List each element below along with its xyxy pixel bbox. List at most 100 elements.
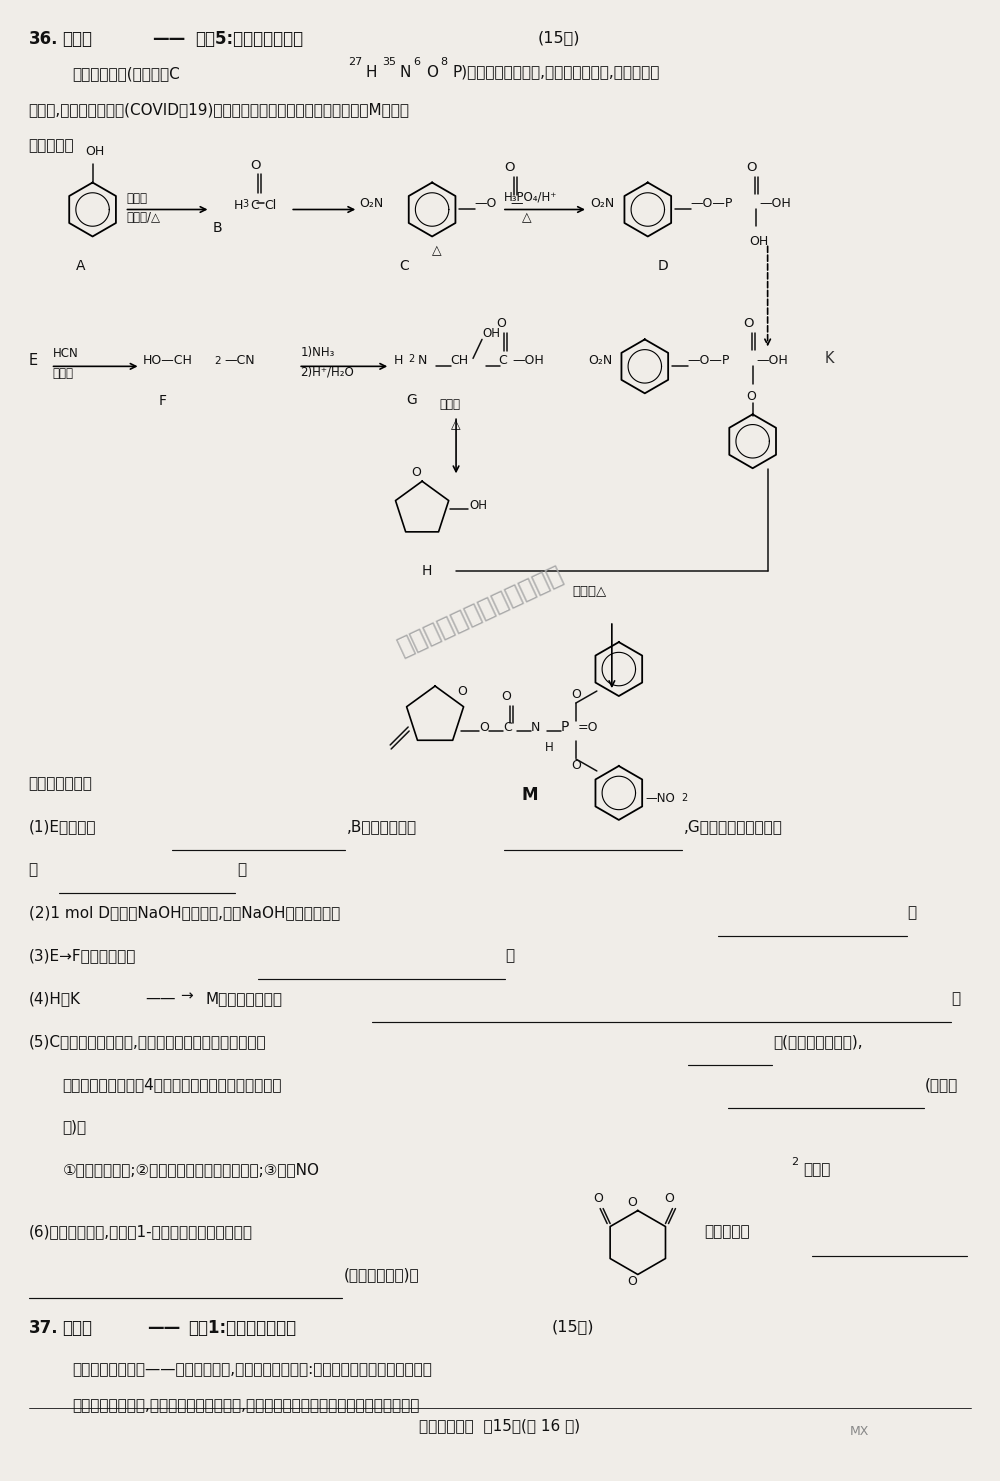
Text: OH: OH <box>482 327 500 339</box>
Text: △: △ <box>432 244 442 258</box>
Text: 37.: 37. <box>29 1320 58 1337</box>
Text: 2: 2 <box>682 792 688 803</box>
Text: D: D <box>657 259 668 274</box>
Text: 【生物: 【生物 <box>63 1320 93 1337</box>
Text: H: H <box>545 740 554 754</box>
Text: 2: 2 <box>408 354 414 364</box>
Text: (15分): (15分) <box>538 30 580 44</box>
Text: O: O <box>496 317 506 330</box>
Text: M: M <box>522 786 538 804</box>
Text: —: — <box>510 197 522 210</box>
Text: 种黏多糖的水解酶,它在生物体内广泛分布,能够液化革兰氏阳性菌细胞壁的不溶性多糖: 种黏多糖的水解酶,它在生物体内广泛分布,能够液化革兰氏阳性菌细胞壁的不溶性多糖 <box>73 1398 420 1413</box>
Text: —O—P: —O—P <box>691 197 733 210</box>
Text: —OH: —OH <box>512 354 544 367</box>
Text: O: O <box>479 721 489 733</box>
Text: M的化学方程式为: M的化学方程式为 <box>205 991 282 1006</box>
Text: —OH: —OH <box>760 197 791 210</box>
Text: 其中核磁共振氢谱有4组峰的同分异构体的结构简式为: 其中核磁共振氢谱有4组峰的同分异构体的结构简式为 <box>63 1077 282 1091</box>
Text: 36.: 36. <box>29 30 58 47</box>
Text: OH: OH <box>750 235 769 249</box>
Text: 的合成路线: 的合成路线 <box>705 1225 750 1240</box>
Text: 。: 。 <box>237 862 246 877</box>
Text: 的作用,对新型冠状病毒(COVID－19)有明显抑制作用。制备该药物的中间体M的合成: 的作用,对新型冠状病毒(COVID－19)有明显抑制作用。制备该药物的中间体M的… <box>29 102 410 117</box>
Text: O₂N: O₂N <box>590 197 614 210</box>
Text: 路线如下：: 路线如下： <box>29 139 74 154</box>
Text: 微信搜《高三答案公众号》: 微信搜《高三答案公众号》 <box>393 563 567 661</box>
Text: O: O <box>250 158 261 172</box>
Text: ,G中含氧官能团的名称: ,G中含氧官能团的名称 <box>684 819 783 834</box>
Text: 2: 2 <box>214 357 221 366</box>
Text: —NO: —NO <box>646 792 676 806</box>
Text: 浓硝酸/△: 浓硝酸/△ <box>127 212 161 225</box>
Text: C: C <box>503 721 512 733</box>
Text: O: O <box>411 467 421 480</box>
Text: 。: 。 <box>907 905 917 920</box>
Text: 【化学: 【化学 <box>63 30 93 47</box>
Text: 回答下列问题：: 回答下列问题： <box>29 776 93 791</box>
Text: 。: 。 <box>951 991 960 1006</box>
Text: 个)。: 个)。 <box>63 1120 87 1134</box>
Text: 为: 为 <box>29 862 38 877</box>
Text: O: O <box>426 65 438 80</box>
Text: O: O <box>457 686 467 698</box>
Text: O: O <box>501 690 511 703</box>
Text: (写出一: (写出一 <box>924 1077 958 1091</box>
Text: HO—CH: HO—CH <box>142 354 192 367</box>
Text: N: N <box>418 354 427 367</box>
Text: 催化剂△: 催化剂△ <box>572 585 606 598</box>
Text: P)是一种核苷类似物,具有抗病毒活性,激活肺功能: P)是一种核苷类似物,具有抗病毒活性,激活肺功能 <box>452 65 659 80</box>
Text: (5)C有多种同分异构体,满足下列条件的同分异构体共有: (5)C有多种同分异构体,满足下列条件的同分异构体共有 <box>29 1034 266 1049</box>
Text: H: H <box>394 354 404 367</box>
Text: 3: 3 <box>242 200 248 209</box>
Text: F: F <box>158 394 166 409</box>
Text: O₂N: O₂N <box>359 197 383 210</box>
Text: (6)参照上述流程,设计以1-溴丙烷为原料制备化合物: (6)参照上述流程,设计以1-溴丙烷为原料制备化合物 <box>29 1225 253 1240</box>
Text: P: P <box>561 720 569 735</box>
Text: =O: =O <box>578 721 598 733</box>
Text: O: O <box>665 1192 674 1204</box>
Text: △: △ <box>451 418 461 431</box>
Text: (2)1 mol D和足量NaOH溶液反应,消耗NaOH的物质的量为: (2)1 mol D和足量NaOH溶液反应,消耗NaOH的物质的量为 <box>29 905 340 920</box>
Text: CH: CH <box>450 354 468 367</box>
Text: 浓硫酸: 浓硫酸 <box>127 191 148 204</box>
Text: —OH: —OH <box>757 354 788 367</box>
Text: 2)H⁺/H₂O: 2)H⁺/H₂O <box>300 366 354 378</box>
Text: C: C <box>498 354 507 367</box>
Text: 27: 27 <box>348 56 362 67</box>
Text: O: O <box>743 317 754 330</box>
Text: B: B <box>212 222 222 235</box>
Text: G: G <box>406 394 417 407</box>
Text: O: O <box>627 1195 637 1208</box>
Text: 。: 。 <box>505 948 514 963</box>
Text: ——: —— <box>145 991 176 1006</box>
Text: 选修1:生物技术实践】: 选修1:生物技术实践】 <box>188 1320 297 1337</box>
Text: 催化剂: 催化剂 <box>53 367 74 381</box>
Text: Cl: Cl <box>264 198 277 212</box>
Text: K: K <box>825 351 834 366</box>
Text: (无机试剂任选)。: (无机试剂任选)。 <box>344 1268 420 1283</box>
Text: 理科综合试题  第15页(共 16 页): 理科综合试题 第15页(共 16 页) <box>419 1419 581 1434</box>
Text: O: O <box>747 391 757 403</box>
Text: A: A <box>76 259 85 274</box>
Text: ——: —— <box>147 1320 181 1337</box>
Text: N: N <box>399 65 411 80</box>
Text: (4)H＋K: (4)H＋K <box>29 991 81 1006</box>
Text: O: O <box>505 160 515 173</box>
Text: O: O <box>627 1275 637 1288</box>
Text: —CN: —CN <box>224 354 255 367</box>
Text: ——: —— <box>152 30 186 47</box>
Text: 6: 6 <box>413 56 420 67</box>
Text: →: → <box>180 989 193 1004</box>
Text: 药物瑞德西韦(分子式为C: 药物瑞德西韦(分子式为C <box>73 67 180 81</box>
Text: C: C <box>250 198 259 212</box>
Text: H: H <box>422 564 432 578</box>
Text: H: H <box>365 65 377 80</box>
Text: (3)E→F的反应类型为: (3)E→F的反应类型为 <box>29 948 136 963</box>
Text: 35: 35 <box>382 56 396 67</box>
Text: O: O <box>571 758 581 772</box>
Text: 1)NH₃: 1)NH₃ <box>300 347 335 360</box>
Text: N: N <box>531 721 540 733</box>
Text: E: E <box>29 352 38 367</box>
Text: 官能团: 官能团 <box>804 1163 831 1177</box>
Text: 选修5:有机化学基础】: 选修5:有机化学基础】 <box>195 30 304 47</box>
